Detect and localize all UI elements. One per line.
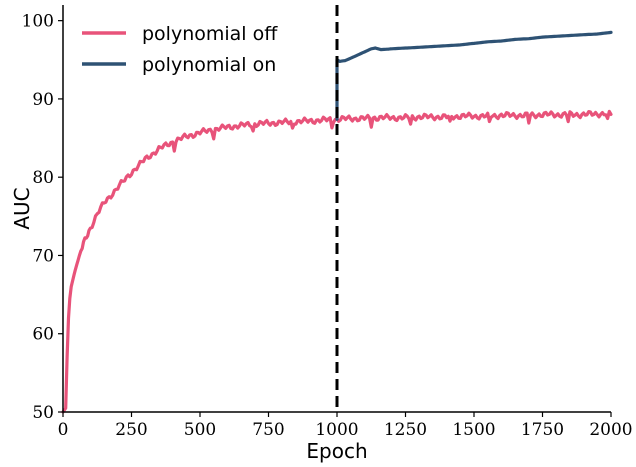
y-tick-label: 100 bbox=[22, 12, 54, 32]
x-tick-label: 250 bbox=[115, 420, 147, 440]
y-tick-label: 70 bbox=[32, 246, 54, 266]
legend-label: polynomial off bbox=[142, 23, 278, 45]
y-tick-label: 50 bbox=[32, 403, 54, 423]
series-line-polynomial-off bbox=[61, 109, 613, 414]
x-tick-label: 750 bbox=[252, 420, 284, 440]
x-tick-label: 0 bbox=[58, 420, 69, 440]
x-tick-label: 1500 bbox=[452, 420, 495, 440]
x-tick-label: 1750 bbox=[521, 420, 564, 440]
y-tick-label: 60 bbox=[32, 325, 54, 345]
x-tick-label: 500 bbox=[184, 420, 216, 440]
x-tick-label: 1000 bbox=[315, 420, 358, 440]
x-tick-label: 2000 bbox=[589, 420, 632, 440]
y-tick-label: 90 bbox=[32, 90, 54, 110]
y-axis-label: AUC bbox=[10, 187, 34, 229]
x-axis-ticks: 0 250 500 750 1000 1250 1500 1750 2000 bbox=[58, 412, 633, 440]
y-tick-label: 80 bbox=[32, 168, 54, 188]
series-layer bbox=[61, 30, 613, 414]
x-tick-label: 1250 bbox=[384, 420, 427, 440]
legend-label: polynomial on bbox=[142, 54, 276, 76]
legend: polynomial off polynomial on bbox=[82, 23, 278, 76]
x-axis-label: Epoch bbox=[306, 439, 367, 463]
series-line-polynomial-on bbox=[335, 30, 613, 121]
y-axis-ticks: 50 60 70 80 90 100 bbox=[22, 12, 63, 423]
